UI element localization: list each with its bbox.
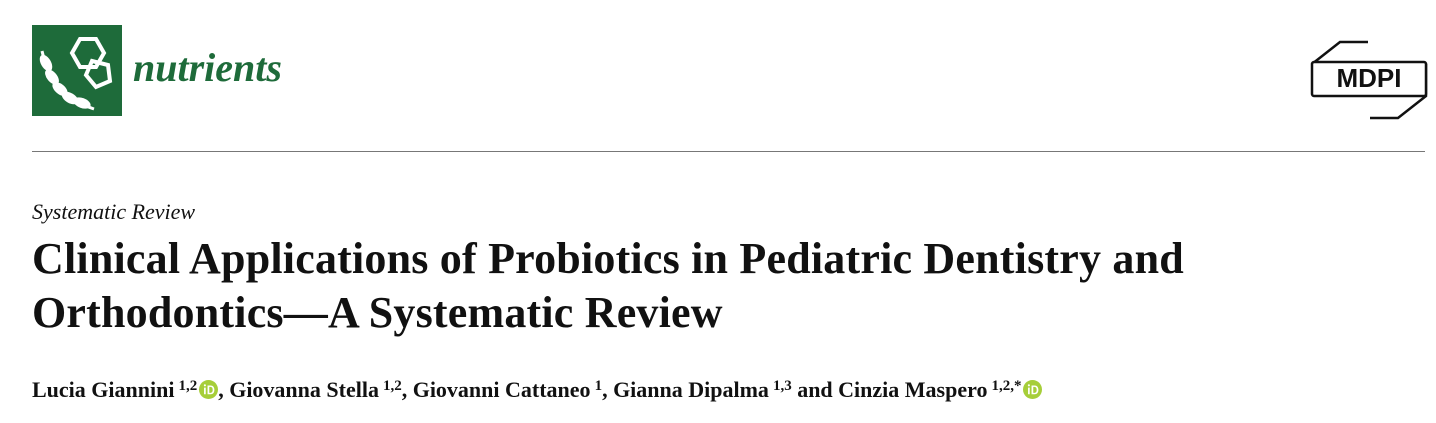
title-line: Clinical Applications of Probiotics in P…	[32, 234, 1184, 283]
author-name: Giovanni Cattaneo	[412, 377, 591, 402]
author-separator: ,	[602, 377, 614, 402]
author-name: Gianna Dipalma	[613, 377, 769, 402]
author-affiliation: 1,2,*	[991, 378, 1022, 394]
article-title: Clinical Applications of Probiotics in P…	[32, 232, 1184, 340]
orcid-icon[interactable]	[1023, 380, 1043, 399]
author-name: Lucia Giannini	[32, 377, 175, 402]
orcid-icon[interactable]	[199, 380, 219, 399]
journal-name: nutrients	[133, 45, 282, 90]
publisher-logo: MDPI	[1310, 40, 1428, 120]
author-separator: ,	[218, 377, 230, 402]
publisher-name: MDPI	[1337, 63, 1402, 93]
author-name: Cinzia Maspero	[838, 377, 988, 402]
article-type: Systematic Review	[32, 199, 196, 224]
author-separator: ,	[401, 377, 413, 402]
title-line: Orthodontics—A Systematic Review	[32, 288, 723, 337]
author-list: Lucia Giannini 1,2, Giovanna Stella 1,2, G…	[32, 377, 1043, 403]
author-affiliation: 1,3	[772, 378, 792, 394]
author-separator: and	[791, 377, 839, 402]
journal-logo	[32, 25, 122, 116]
author-affiliation: 1,2	[382, 378, 402, 394]
author-affiliation: 1,2	[178, 378, 198, 394]
author-name: Giovanna Stella	[229, 377, 379, 402]
author-affiliation: 1	[594, 378, 603, 394]
divider	[32, 151, 1425, 152]
